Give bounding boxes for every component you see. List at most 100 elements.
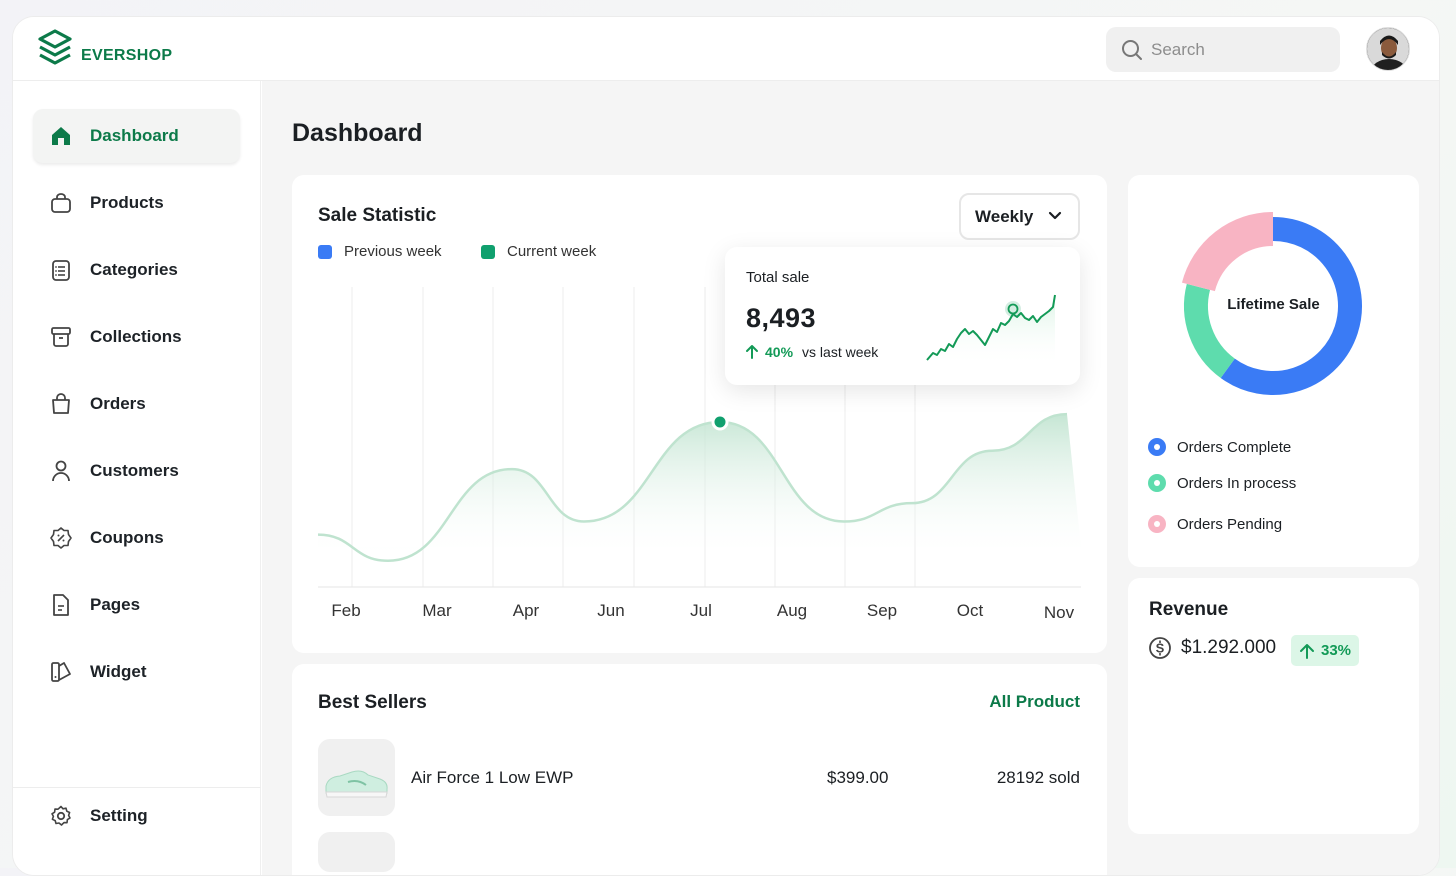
product-name[interactable]: Air Force 1 Low EWP xyxy=(411,768,574,787)
sale-statistic-card: Sale Statistic Weekly Previous week Curr… xyxy=(292,175,1107,653)
widget-icon xyxy=(49,660,73,684)
search-input[interactable] xyxy=(1151,39,1321,60)
status-dot xyxy=(1148,515,1166,533)
sidebar-item-label: Customers xyxy=(90,461,179,480)
gear-icon xyxy=(49,804,73,828)
sidebar-item-label: Setting xyxy=(90,806,148,825)
x-tick-label: Jun xyxy=(597,601,625,620)
sidebar-item-label: Products xyxy=(90,193,164,212)
all-product-link[interactable]: All Product xyxy=(989,692,1080,711)
sidebar-item-coupons[interactable]: Coupons xyxy=(33,511,240,565)
sidebar-item-customers[interactable]: Customers xyxy=(33,444,240,498)
revenue-title: Revenue xyxy=(1149,599,1229,620)
lifetime-sale-card: Lifetime Sale Orders Complete Orders In … xyxy=(1128,175,1419,567)
revenue-value: $1.292.000 xyxy=(1181,637,1277,658)
sidebar-divider xyxy=(13,787,261,788)
x-tick-label: Aug xyxy=(776,601,808,620)
status-orders-pending: Orders Pending xyxy=(1148,515,1282,533)
sidebar-item-label: Dashboard xyxy=(90,126,179,145)
donut-segment[interactable] xyxy=(1184,283,1236,378)
sidebar-item-label: Coupons xyxy=(90,528,164,547)
status-label: Orders Pending xyxy=(1177,515,1283,533)
x-tick-label: Apr xyxy=(512,601,540,620)
status-orders-in-process: Orders In process xyxy=(1148,474,1296,492)
revenue-change-badge: 33% xyxy=(1291,635,1360,666)
search-icon xyxy=(1122,39,1142,60)
status-label: Orders Complete xyxy=(1177,438,1292,456)
sidebar-item-widget[interactable]: Widget xyxy=(33,645,240,699)
revenue-change-value: 33% xyxy=(1321,642,1352,659)
sidebar-item-orders[interactable]: Orders xyxy=(33,377,240,431)
status-label: Orders In process xyxy=(1177,474,1297,492)
user-avatar[interactable] xyxy=(1366,27,1410,71)
revenue-card: Revenue S $1.292.000 33% xyxy=(1128,578,1419,834)
clipboard-list-icon xyxy=(49,258,73,282)
sneaker-image xyxy=(325,770,388,798)
sale-chart xyxy=(317,287,1081,588)
highlight-point[interactable] xyxy=(711,413,729,431)
period-select[interactable]: Weekly xyxy=(959,193,1080,240)
chevron-down-icon xyxy=(1048,211,1062,220)
tooltip-delta-percent: 40% xyxy=(765,344,794,360)
tooltip-delta-suffix: vs last week xyxy=(802,344,879,360)
app-window: EVERSHOP Dashboard xyxy=(12,16,1440,876)
avatar-photo xyxy=(1367,28,1409,70)
sidebar-item-categories[interactable]: Categories xyxy=(33,243,240,297)
donut-segment[interactable] xyxy=(1220,217,1362,395)
sidebar-item-dashboard[interactable]: Dashboard xyxy=(33,109,240,163)
legend-previous-week: Previous week xyxy=(318,243,442,260)
sale-statistic-title: Sale Statistic xyxy=(318,205,437,226)
x-tick-label: Oct xyxy=(956,601,984,620)
sidebar-item-label: Widget xyxy=(90,662,147,681)
current-week-area xyxy=(318,414,1081,561)
discount-badge-icon xyxy=(49,526,73,550)
donut-segment[interactable] xyxy=(1181,212,1274,292)
product-thumbnail[interactable] xyxy=(318,832,395,872)
tooltip-label: Total sale xyxy=(746,269,810,286)
legend-swatch-previous xyxy=(318,244,332,259)
x-tick-label: Feb xyxy=(331,601,361,620)
evershop-logo-icon xyxy=(38,29,72,65)
donut-center-label: Lifetime Sale xyxy=(1227,296,1320,313)
best-sellers-title: Best Sellers xyxy=(318,692,427,713)
period-select-value: Weekly xyxy=(975,206,1034,226)
x-tick-label: Nov xyxy=(1043,603,1075,622)
search-box[interactable] xyxy=(1106,27,1340,72)
sidebar-item-label: Collections xyxy=(90,327,182,346)
arrow-up-icon xyxy=(1300,643,1314,659)
user-icon xyxy=(49,459,73,483)
tooltip-value: 8,493 xyxy=(746,303,817,333)
total-sale-tooltip: Total sale 8,493 40% vs last week xyxy=(725,247,1080,385)
sidebar-item-pages[interactable]: Pages xyxy=(33,578,240,632)
brand-logo[interactable]: EVERSHOP xyxy=(37,29,172,67)
brand-name: EVERSHOP xyxy=(81,47,173,64)
lifetime-sale-donut xyxy=(1181,212,1362,395)
current-week-line xyxy=(317,412,1068,563)
product-sold-count: 28192 sold xyxy=(996,768,1080,787)
top-bar: EVERSHOP xyxy=(13,17,1439,81)
product-price: $399.00 xyxy=(827,768,889,787)
arrow-up-icon xyxy=(746,345,758,359)
best-sellers-card: Best Sellers All Product Air Force 1 Low… xyxy=(292,664,1107,875)
sidebar-item-setting[interactable]: Setting xyxy=(33,789,240,843)
svg-text:S: S xyxy=(1156,641,1165,656)
x-tick-label: Sep xyxy=(866,601,898,620)
page-title: Dashboard xyxy=(292,119,423,147)
tooltip-delta: 40% vs last week xyxy=(745,344,878,360)
archive-icon xyxy=(49,325,73,349)
sidebar-item-label: Pages xyxy=(90,595,141,614)
product-thumbnail[interactable] xyxy=(318,739,395,816)
status-orders-complete: Orders Complete xyxy=(1148,438,1291,456)
revenue-amount: S $1.292.000 xyxy=(1148,636,1276,660)
sidebar-item-label: Orders xyxy=(90,394,146,413)
sidebar: Dashboard Products Categories Collection… xyxy=(13,81,261,875)
sidebar-item-products[interactable]: Products xyxy=(33,176,240,230)
dollar-circle-icon: S xyxy=(1149,637,1171,659)
document-icon xyxy=(49,593,73,617)
main-content: Dashboard Sale Statistic Weekly Previous… xyxy=(262,81,1439,875)
sidebar-item-collections[interactable]: Collections xyxy=(33,310,240,364)
bag-icon xyxy=(49,191,73,215)
sidebar-item-label: Categories xyxy=(90,260,178,279)
legend-swatch-current xyxy=(481,244,495,259)
legend-current-week: Current week xyxy=(481,243,596,260)
